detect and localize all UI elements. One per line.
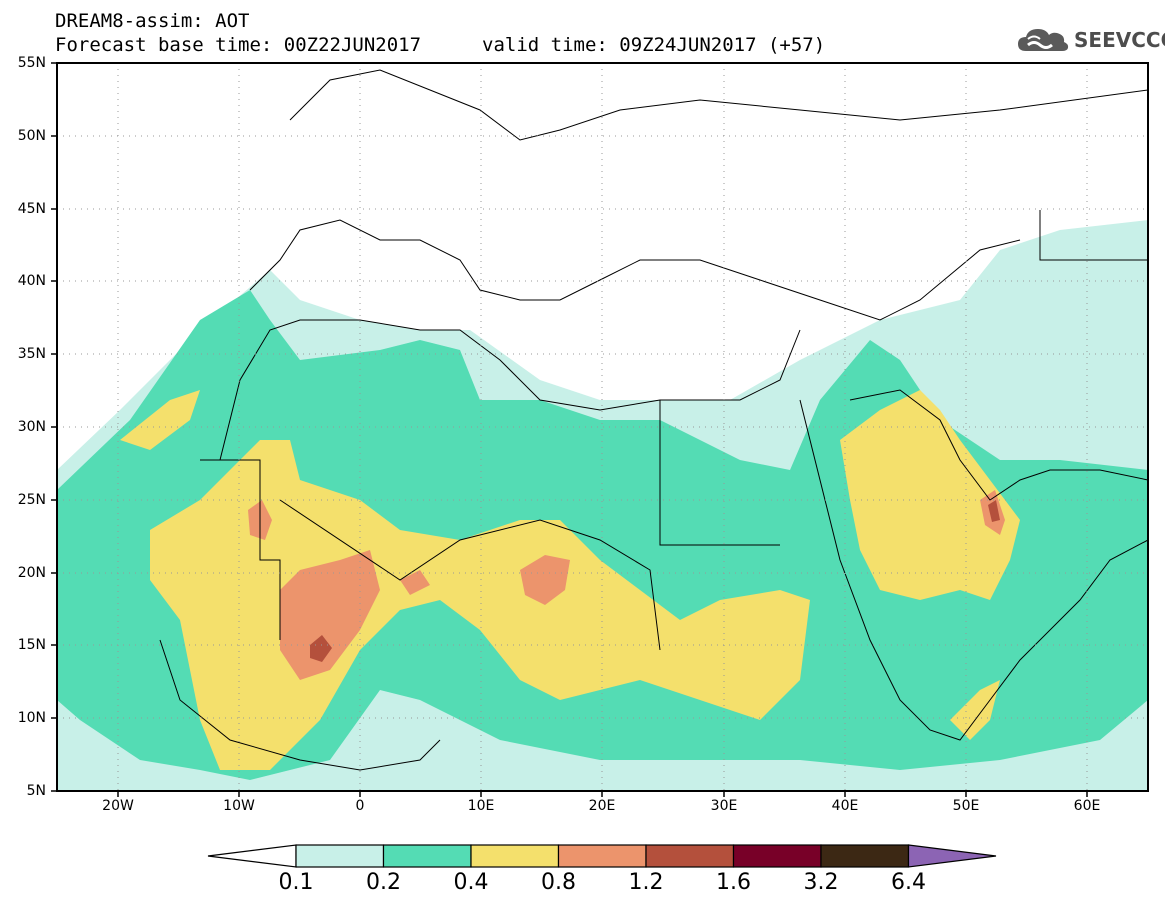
lon-label-10w: 10W xyxy=(223,798,255,814)
aot-band-1.2-b xyxy=(988,500,1000,522)
aot-band-0.4 xyxy=(150,440,810,770)
lat-label-25n: 25N xyxy=(17,492,46,508)
colorbar-swatch-1 xyxy=(382,844,472,868)
cloud-icon xyxy=(1018,29,1069,51)
coastlines xyxy=(159,69,1148,771)
forecast-base-time: Forecast base time: 00Z22JUN2017 xyxy=(55,34,422,56)
lat-label-35n: 35N xyxy=(17,346,46,362)
lat-label-50n: 50N xyxy=(17,128,46,144)
logo-text: SEEVCCC xyxy=(1074,28,1165,52)
aot-band-0.8-d xyxy=(400,570,430,595)
lat-label-20n: 20N xyxy=(17,565,46,581)
lat-label-10n: 10N xyxy=(17,710,46,726)
colorbar-swatch-2 xyxy=(470,844,560,868)
lat-label-55n: 55N xyxy=(17,55,46,71)
aot-band-0.8-c xyxy=(520,555,570,605)
colorbar-label-1.2: 1.2 xyxy=(628,870,664,895)
lon-label-0: 0 xyxy=(355,798,365,814)
lon-label-30e: 30E xyxy=(710,798,738,814)
colorbar-label-1.6: 1.6 xyxy=(716,870,751,895)
gridlines xyxy=(57,63,1148,791)
tick-marks xyxy=(51,62,1088,797)
aot-band-0.4-horn xyxy=(950,680,1000,740)
aot-band-0.8 xyxy=(280,550,380,680)
lon-label-20w: 20W xyxy=(102,798,134,814)
colorbar-label-6.4: 6.4 xyxy=(891,870,926,895)
colorbar-swatch-5 xyxy=(732,844,822,868)
valid-time: valid time: 09Z24JUN2017 (+57) xyxy=(482,34,826,56)
colorbar-swatch-4 xyxy=(645,844,735,868)
aot-band-1.2 xyxy=(310,635,332,662)
lon-label-20e: 20E xyxy=(588,798,616,814)
lon-label-50e: 50E xyxy=(952,798,980,814)
colorbar-above-arrow xyxy=(907,844,997,868)
lat-label-40n: 40N xyxy=(17,273,46,289)
lon-label-10e: 10E xyxy=(467,798,495,814)
colorbar-swatch-6 xyxy=(820,844,910,868)
aot-band-0.4-west xyxy=(120,390,200,450)
lat-label-45n: 45N xyxy=(17,201,46,217)
lat-label-5n: 5N xyxy=(26,783,46,799)
colorbar-label-0.1: 0.1 xyxy=(278,870,314,895)
colorbar-label-0.4: 0.4 xyxy=(453,870,489,895)
colorbar-swatch-0 xyxy=(295,844,385,868)
seevccc-logo: SEEVCCC xyxy=(1016,20,1165,60)
map-title: DREAM8-assim: AOT xyxy=(55,10,250,32)
colorbar-label-0.2: 0.2 xyxy=(366,870,401,895)
colorbar xyxy=(207,844,997,868)
aot-band-0.4-arabia xyxy=(840,390,1020,600)
colorbar-label-0.8: 0.8 xyxy=(541,870,576,895)
lat-label-15n: 15N xyxy=(17,637,46,653)
colorbar-below-arrow xyxy=(207,844,297,868)
lon-label-60e: 60E xyxy=(1073,798,1101,814)
colorbar-swatch-3 xyxy=(557,844,647,868)
lat-label-30n: 30N xyxy=(17,419,46,435)
lon-label-40e: 40E xyxy=(831,798,859,814)
colorbar-label-3.2: 3.2 xyxy=(803,870,839,895)
